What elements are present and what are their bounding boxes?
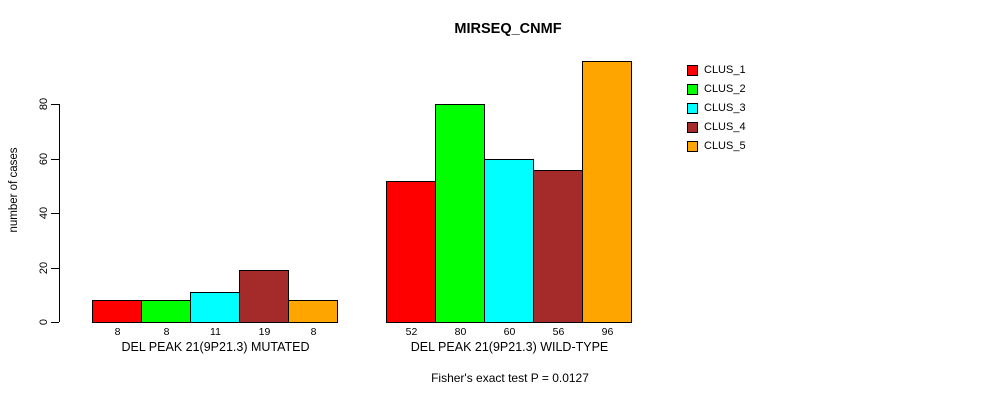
legend-item: CLUS_3 — [687, 102, 746, 115]
legend-label: CLUS_2 — [704, 83, 746, 95]
bar-value-label: 56 — [552, 326, 565, 338]
y-axis-line — [59, 104, 60, 322]
category-label: DEL PEAK 21(9P21.3) WILD-TYPE — [410, 340, 609, 354]
bar-clus_3-group1 — [190, 292, 240, 323]
bar-value-label: 60 — [503, 326, 516, 338]
legend-swatch — [687, 141, 698, 152]
bar-value-label: 52 — [405, 326, 418, 338]
legend-swatch — [687, 65, 698, 76]
legend-swatch — [687, 122, 698, 133]
bar-clus_2-group2 — [435, 104, 485, 323]
bar-value-label: 8 — [310, 326, 317, 338]
bar-value-label: 80 — [454, 326, 467, 338]
bar-clus_1-group1 — [92, 300, 142, 323]
y-axis-tick-label: 60 — [38, 152, 50, 166]
y-axis-tick-label: 80 — [38, 97, 50, 111]
y-axis-tick-label: 40 — [38, 206, 50, 220]
y-axis-tick — [51, 104, 59, 105]
y-axis-tick — [51, 322, 59, 323]
bar-value-label: 8 — [163, 326, 170, 338]
bar-clus_4-group2 — [533, 170, 583, 323]
y-axis-tick — [51, 268, 59, 269]
y-axis-tick-label: 20 — [38, 261, 50, 275]
y-axis-tick — [51, 213, 59, 214]
bar-clus_5-group2 — [582, 61, 632, 323]
chart-title: MIRSEQ_CNMF — [454, 21, 562, 37]
y-axis-tick — [51, 159, 59, 160]
y-axis-label: number of cases — [8, 147, 20, 233]
legend-label: CLUS_4 — [704, 121, 746, 133]
bar-value-label: 19 — [258, 326, 271, 338]
legend-label: CLUS_5 — [704, 140, 746, 152]
bar-clus_5-group1 — [288, 300, 338, 323]
legend-label: CLUS_3 — [704, 102, 746, 114]
bar-clus_2-group1 — [141, 300, 191, 323]
bar-value-label: 96 — [601, 326, 614, 338]
bar-clus_4-group1 — [239, 270, 289, 323]
legend-item: CLUS_1 — [687, 64, 746, 77]
legend-label: CLUS_1 — [704, 64, 746, 76]
fisher-test-annotation: Fisher's exact test P = 0.0127 — [431, 371, 589, 385]
legend-swatch — [687, 84, 698, 95]
legend-item: CLUS_2 — [687, 83, 746, 96]
legend-swatch — [687, 103, 698, 114]
bar-value-label: 11 — [210, 326, 221, 338]
category-label: DEL PEAK 21(9P21.3) MUTATED — [121, 340, 310, 354]
bar-clus_3-group2 — [484, 159, 534, 323]
bar-value-label: 8 — [114, 326, 121, 338]
legend-item: CLUS_5 — [687, 140, 746, 153]
bar-clus_1-group2 — [386, 181, 436, 323]
y-axis-tick-label: 0 — [38, 318, 50, 326]
legend-item: CLUS_4 — [687, 121, 746, 134]
legend: CLUS_1 CLUS_2 CLUS_3 CLUS_4 CLUS_5 — [687, 64, 746, 153]
